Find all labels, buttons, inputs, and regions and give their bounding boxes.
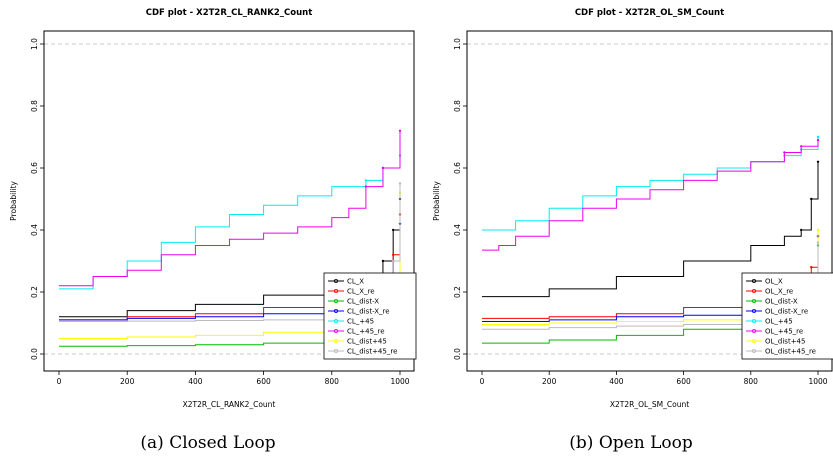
data-point [364, 185, 368, 188]
legend-label: OL_X_re [765, 288, 793, 296]
series-line [59, 130, 401, 287]
legend-label: OL_X [765, 278, 783, 286]
x-tick-label: 600 [256, 377, 271, 386]
x-tick-label: 0 [480, 377, 485, 386]
legend-label: CL_dist-X [347, 298, 379, 306]
legend-label: CL_+45 [347, 318, 374, 326]
data-point [816, 138, 820, 142]
series-line [482, 140, 819, 251]
legend-marker [333, 318, 338, 323]
chart-title: CDF plot - X2T2R_OL_SM_Count [575, 8, 724, 18]
x-axis-label: X2T2R_CL_RANK2_Count [183, 400, 276, 409]
legend-label: OL_+45 [765, 318, 793, 326]
data-point [391, 259, 395, 263]
legend-marker [752, 348, 757, 353]
legend-label: CL_+45_re [347, 328, 385, 336]
x-tick-label: 0 [57, 377, 62, 386]
chart-panel-2: CDF plot - X2T2R_OL_SM_Count 0 200 400 600 80… [432, 8, 833, 409]
legend-marker [333, 338, 338, 343]
legend-marker [752, 338, 757, 343]
legend-marker [333, 298, 338, 303]
data-point [816, 135, 820, 139]
data-point [816, 160, 820, 163]
legend-label: CL_dist-X_re [347, 308, 390, 316]
y-axis-label: Probability [9, 181, 18, 221]
caption-b: (b) Open Loop [569, 433, 693, 453]
data-point [398, 182, 402, 185]
y-tick-label: 0.4 [30, 224, 39, 236]
legend-marker [752, 288, 757, 293]
y-tick-label: 0.0 [30, 348, 39, 360]
x-tick-label: 200 [120, 377, 135, 386]
y-tick-label: 0.6 [30, 162, 39, 174]
data-point [364, 179, 368, 182]
legend-label: OL_dist+45_re [765, 348, 816, 356]
legend-marker [752, 298, 757, 303]
legend-label: CL_X_re [347, 288, 375, 296]
x-tick-label: 400 [609, 377, 624, 386]
legend-box [741, 272, 833, 360]
series-line [482, 137, 819, 231]
data-point [381, 166, 385, 170]
y-tick-label: 0.8 [453, 100, 462, 112]
y-tick-label: 0.8 [30, 100, 39, 112]
legend-label: OL_+45_re [765, 328, 803, 336]
x-tick-label: 800 [744, 377, 759, 386]
data-point [398, 129, 402, 132]
legend-marker [752, 278, 757, 283]
legend-marker [333, 278, 338, 283]
legend-marker [333, 348, 338, 353]
legend-box [323, 272, 417, 360]
x-tick-label: 800 [325, 377, 340, 386]
legend-label: OL_dist+45 [765, 338, 805, 346]
data-point [800, 145, 803, 148]
y-tick-label: 0.2 [453, 286, 462, 298]
data-point [783, 151, 786, 154]
legend-label: OL_dist-X [765, 298, 798, 306]
y-tick-label: 1.0 [30, 38, 39, 50]
data-point [391, 228, 395, 232]
legend-marker [333, 328, 338, 333]
y-tick-label: 0.2 [30, 286, 39, 298]
x-tick-label: 1000 [390, 377, 409, 386]
data-point [810, 266, 813, 269]
data-point [816, 228, 820, 232]
legend-label: CL_X [347, 278, 364, 286]
legend-label: OL_dist-X_re [765, 308, 808, 316]
data-point [810, 197, 813, 201]
legend-marker [752, 328, 757, 333]
y-tick-label: 0.6 [453, 162, 462, 174]
x-tick-label: 400 [188, 377, 203, 386]
x-tick-label: 1000 [808, 377, 827, 386]
legend-marker [333, 288, 338, 293]
legend-label: CL_dist+45_re [347, 348, 397, 356]
legend-marker [333, 308, 338, 313]
chart-panel-1: CDF plot - X2T2R_CL_RANK2_Count 0 200 400 60… [9, 8, 417, 409]
data-point [381, 259, 385, 263]
y-tick-label: 1.0 [453, 38, 462, 50]
x-tick-label: 200 [542, 377, 557, 386]
data-point [391, 253, 395, 256]
data-point [800, 228, 803, 232]
plot-frame [466, 30, 833, 372]
data-point [816, 241, 820, 244]
chart-title: CDF plot - X2T2R_CL_RANK2_Count [146, 8, 313, 18]
x-axis-label: X2T2R_OL_SM_Count [610, 400, 689, 409]
y-axis-label: Probability [432, 181, 441, 221]
plot-frame [43, 30, 415, 372]
legend-marker [752, 308, 757, 313]
series-line [59, 155, 401, 290]
caption-a: (a) Closed Loop [140, 433, 275, 453]
x-tick-label: 600 [676, 377, 691, 386]
y-tick-label: 0.0 [453, 348, 462, 360]
y-tick-label: 0.4 [453, 224, 462, 236]
legend-label: CL_dist+45 [347, 338, 387, 346]
series-line [482, 161, 819, 298]
legend-marker [752, 318, 757, 323]
